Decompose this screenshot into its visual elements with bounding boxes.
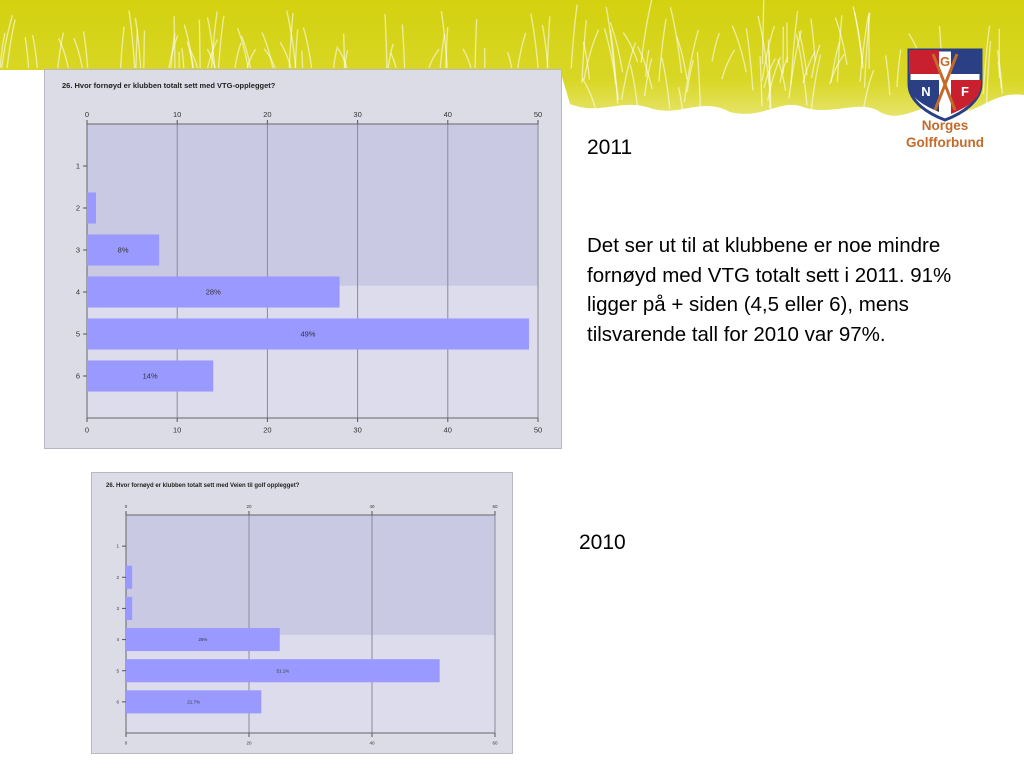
chart-2011-bottom-tick-label-2: 20	[263, 426, 271, 435]
comment-text: Det ser ut til at klubbene er noe mindre…	[587, 234, 952, 346]
chart-2011-category-label-5: 5	[76, 330, 80, 339]
chart-2010-bottom-tick-label-2: 40	[369, 741, 375, 746]
chart-2011-bar-2	[87, 192, 97, 224]
chart-2011-bottom-tick-label-5: 50	[534, 426, 542, 435]
chart-2011-title: 26. Hvor fornøyd er klubben totalt sett …	[62, 81, 276, 90]
chart-2010-svg: 26. Hvor fornøyd er klubben totalt sett …	[106, 483, 498, 746]
chart-2011-category-label-4: 4	[76, 288, 80, 297]
chart-2011-bottom-tick-label-3: 30	[353, 426, 361, 435]
chart-2010-title: 26. Hvor fornøyd er klubben totalt sett …	[106, 483, 300, 489]
chart-2011-top-tick-label-5: 50	[534, 110, 542, 119]
chart-2011-bar-3	[87, 234, 160, 266]
chart-2010-top-tick-label-0: 0	[125, 504, 128, 509]
year-label-2010: 2010	[579, 531, 626, 554]
chart-2011-data-label-4: 28%	[206, 288, 221, 297]
chart-2011-plot-shade	[87, 285, 538, 418]
chart-2010-bottom-tick-label-3: 60	[492, 741, 498, 746]
chart-2011-bar-5	[87, 318, 529, 350]
chart-2011-category-label-1: 1	[76, 162, 80, 171]
chart-2010-bar-4	[126, 628, 280, 652]
chart-2010: 26. Hvor fornøyd er klubben totalt sett …	[91, 472, 513, 754]
chart-2010-top-tick-label-3: 60	[492, 504, 498, 509]
chart-2011-top-tick-label-0: 0	[85, 110, 89, 119]
chart-2011-top-tick-label-3: 30	[353, 110, 361, 119]
chart-2011-category-label-2: 2	[76, 204, 80, 213]
logo-text-golfforbund: Golfforbund	[906, 135, 984, 150]
chart-2011-bar-6	[87, 360, 214, 392]
chart-2010-top-tick-label-2: 40	[369, 504, 375, 509]
logo-letter-f: F	[961, 84, 969, 99]
chart-2011: 26. Hvor fornøyd er klubben totalt sett …	[44, 69, 562, 449]
norges-golfforbund-logo: G N F Norges Golfforbund	[895, 44, 995, 154]
chart-2010-category-label-4: 4	[116, 637, 119, 642]
chart-2011-bottom-tick-label-1: 10	[173, 426, 181, 435]
shield-icon: G N F	[907, 48, 983, 122]
chart-2010-bottom-tick-label-1: 20	[246, 741, 252, 746]
chart-2010-bottom-tick-label-0: 0	[125, 741, 128, 746]
chart-2011-bottom-tick-label-4: 40	[444, 426, 452, 435]
chart-2010-top-tick-label-1: 20	[246, 504, 252, 509]
chart-2010-bar-5	[126, 659, 440, 683]
logo-letter-g: G	[940, 54, 950, 69]
chart-2011-svg: 26. Hvor fornøyd er klubben totalt sett …	[62, 81, 542, 435]
year-label-2011: 2011	[587, 136, 633, 159]
chart-2011-data-label-6: 14%	[143, 372, 158, 381]
chart-2011-category-label-3: 3	[76, 246, 80, 255]
chart-2010-data-label-4: 25%	[198, 637, 207, 642]
logo-letter-n: N	[921, 84, 930, 99]
chart-2011-category-label-6: 6	[76, 372, 80, 381]
chart-2010-category-label-3: 3	[116, 606, 119, 611]
grass-banner	[0, 0, 1024, 116]
chart-2010-category-label-5: 5	[116, 668, 119, 673]
chart-2011-data-label-3: 8%	[118, 246, 129, 255]
chart-2010-category-label-6: 6	[116, 699, 119, 704]
chart-2010-bar-2	[126, 565, 133, 589]
chart-2010-category-label-1: 1	[116, 544, 119, 549]
chart-2010-data-label-5: 51.1%	[276, 668, 289, 673]
chart-2011-top-tick-label-4: 40	[444, 110, 452, 119]
chart-2010-bar-6	[126, 690, 262, 714]
chart-2011-bottom-tick-label-0: 0	[85, 426, 89, 435]
chart-2010-plot-shade	[126, 634, 495, 733]
chart-2010-data-label-6: 21.7%	[187, 699, 200, 704]
chart-2010-bar-3	[126, 596, 133, 620]
logo-text-norges: Norges	[921, 118, 969, 133]
chart-2011-top-tick-label-1: 10	[173, 110, 181, 119]
chart-2010-category-label-2: 2	[116, 575, 119, 580]
chart-2011-top-tick-label-2: 20	[263, 110, 271, 119]
chart-2011-bar-4	[87, 276, 340, 308]
chart-2011-data-label-5: 49%	[300, 330, 315, 339]
